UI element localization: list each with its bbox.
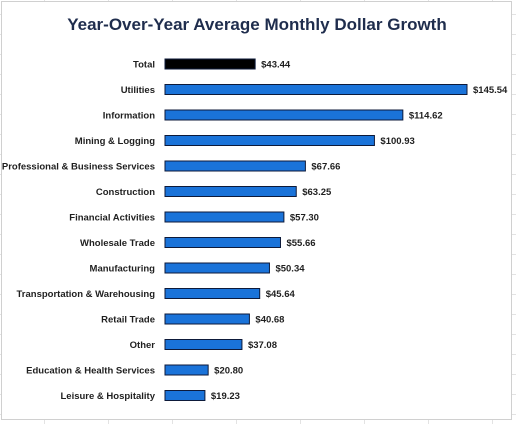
bar-10 bbox=[164, 313, 250, 325]
bars-layer: Total $43.44 Utilities $145.54 Information $1… bbox=[2, 58, 508, 402]
value-label-5: $63.25 bbox=[302, 187, 332, 198]
category-label-3: Mining & Logging bbox=[75, 136, 155, 147]
bar-2 bbox=[164, 109, 404, 121]
bar-8 bbox=[164, 262, 270, 274]
value-label-1: $145.54 bbox=[473, 85, 508, 96]
value-label-4: $67.66 bbox=[311, 162, 340, 173]
category-label-7: Wholesale Trade bbox=[80, 238, 155, 249]
category-label-0: Total bbox=[133, 60, 155, 71]
value-label-0: $43.44 bbox=[261, 60, 291, 71]
bar-12 bbox=[164, 364, 209, 376]
value-label-11: $37.08 bbox=[248, 340, 277, 351]
category-label-1: Utilities bbox=[121, 85, 155, 96]
category-label-4: Professional & Business Services bbox=[2, 162, 155, 173]
category-label-13: Leisure & Hospitality bbox=[61, 391, 156, 402]
category-label-11: Other bbox=[130, 340, 156, 351]
category-label-12: Education & Health Services bbox=[26, 366, 155, 377]
value-label-3: $100.93 bbox=[380, 136, 414, 147]
bar-6 bbox=[164, 211, 285, 223]
bar-11 bbox=[164, 339, 243, 350]
value-label-2: $114.62 bbox=[409, 111, 443, 122]
value-label-9: $45.64 bbox=[266, 289, 296, 300]
bar-0 bbox=[164, 58, 256, 70]
bar-1 bbox=[164, 84, 468, 95]
category-label-2: Information bbox=[103, 111, 155, 122]
chart-title: Year-Over-Year Average Monthly Dollar Gr… bbox=[67, 15, 446, 34]
bar-4 bbox=[164, 160, 306, 172]
value-label-13: $19.23 bbox=[211, 391, 240, 402]
value-label-6: $57.30 bbox=[290, 213, 319, 224]
category-label-9: Transportation & Warehousing bbox=[17, 289, 156, 300]
value-label-7: $55.66 bbox=[286, 238, 315, 249]
bar-7 bbox=[164, 237, 281, 248]
value-label-12: $20.80 bbox=[214, 366, 243, 377]
category-label-10: Retail Trade bbox=[101, 315, 155, 326]
value-label-10: $40.68 bbox=[255, 315, 284, 326]
bar-3 bbox=[164, 135, 375, 146]
bar-9 bbox=[164, 288, 261, 299]
chart-area[interactable] bbox=[1, 1, 512, 420]
value-label-8: $50.34 bbox=[275, 264, 305, 275]
category-label-5: Construction bbox=[96, 187, 155, 198]
bar-5 bbox=[164, 186, 297, 197]
category-label-8: Manufacturing bbox=[90, 264, 156, 275]
category-label-6: Financial Activities bbox=[69, 213, 155, 224]
bar-13 bbox=[164, 390, 206, 401]
